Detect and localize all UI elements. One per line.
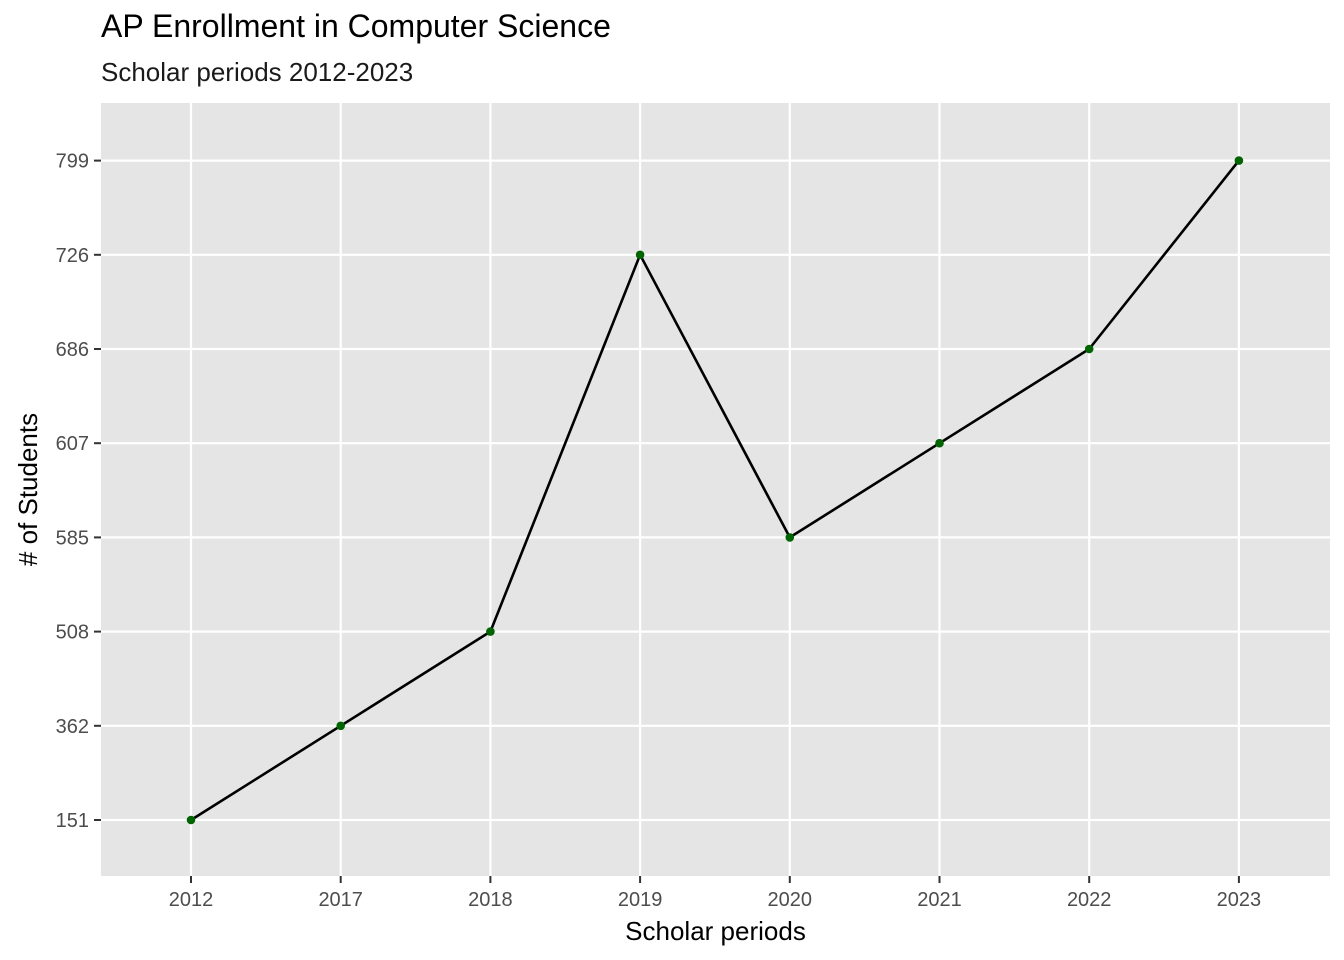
- data-point: [635, 250, 645, 260]
- x-tick-label: 2021: [917, 889, 962, 911]
- y-tick-label: 607: [56, 433, 89, 455]
- y-tick-label: 508: [56, 622, 89, 644]
- y-tick-label: 362: [56, 716, 89, 738]
- y-axis-title: # of Students: [13, 413, 43, 566]
- x-axis-title: Scholar periods: [625, 916, 806, 946]
- data-point: [785, 533, 795, 542]
- data-point: [486, 627, 495, 636]
- y-tick-label: 585: [56, 527, 89, 549]
- data-point: [935, 438, 944, 448]
- x-tick-label: 2020: [768, 889, 813, 911]
- data-point: [1234, 156, 1244, 165]
- data-point: [186, 815, 196, 825]
- x-tick-label: 2017: [318, 889, 363, 911]
- y-tick-label: 799: [56, 151, 89, 173]
- y-axis: 151 362 508 585 607 686 726 799: [56, 151, 101, 832]
- grid-lines: [101, 103, 1330, 876]
- y-tick-label: 151: [56, 810, 89, 832]
- series-line-group: [190, 159, 1240, 822]
- data-point: [336, 721, 346, 731]
- chart-title: AP Enrollment in Computer Science: [101, 8, 611, 44]
- y-tick-label: 726: [56, 245, 89, 267]
- x-tick-label: 2022: [1067, 889, 1112, 911]
- x-tick-label: 2018: [468, 889, 513, 911]
- data-points: [186, 156, 1244, 825]
- x-tick-label: 2019: [618, 889, 663, 911]
- chart-subtitle: Scholar periods 2012-2023: [101, 57, 414, 87]
- y-tick-label: 686: [56, 339, 89, 361]
- x-axis: 2012 2017 2018 2019 2020 2021 2022 2023: [169, 876, 1261, 911]
- x-tick-label: 2012: [169, 889, 214, 911]
- x-tick-label: 2023: [1217, 889, 1262, 911]
- series-line: [190, 159, 1240, 822]
- data-point: [1084, 344, 1094, 354]
